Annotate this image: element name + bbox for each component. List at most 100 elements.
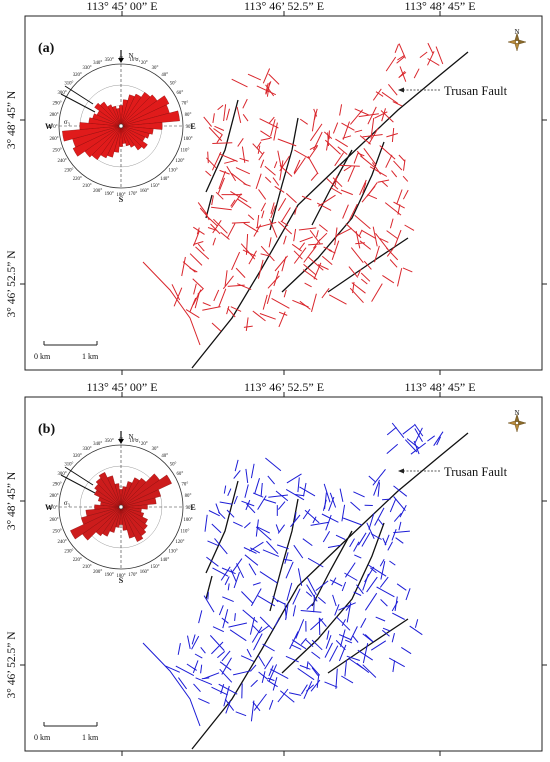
lineament: [324, 139, 341, 155]
lineament: [217, 104, 224, 111]
lineament: [354, 214, 371, 230]
lineament: [270, 119, 276, 137]
lineament: [326, 178, 339, 190]
lineament: [362, 664, 377, 678]
lineament: [205, 170, 212, 177]
lineament: [265, 83, 269, 94]
fault-line: [327, 618, 409, 674]
rose-angle-label: 340°: [93, 61, 102, 66]
lineament: [277, 501, 286, 510]
lineament: [303, 245, 317, 263]
lineament: [212, 626, 225, 633]
lineament: [237, 138, 244, 147]
rose-angle-label: 120°: [175, 540, 184, 545]
lineament: [398, 521, 402, 531]
lineament: [413, 440, 420, 455]
lineament: [339, 104, 343, 116]
latitude-label: 3° 46’ 52.5” N: [6, 250, 18, 318]
lineament: [268, 116, 275, 124]
lineament: [192, 289, 202, 306]
lineament: [142, 261, 201, 346]
rose-angle-label: 120°: [175, 159, 184, 164]
fault-line: [327, 237, 409, 293]
longitude-label: 113° 45’ 00” E: [86, 381, 157, 394]
latitude-label: 3° 48’ 45” N: [6, 90, 18, 149]
lineament: [353, 153, 359, 164]
lineament: [233, 572, 240, 589]
lineament: [231, 558, 243, 573]
lineament: [359, 240, 372, 250]
lineament: [325, 635, 332, 649]
lineament: [245, 317, 249, 331]
lineament: [323, 246, 332, 252]
lineament: [245, 499, 251, 511]
lineament: [313, 262, 322, 280]
latitude-label: 3° 48’ 45” N: [6, 471, 18, 530]
lineament: [435, 46, 444, 65]
lineament: [335, 227, 352, 237]
lineament: [299, 300, 311, 310]
lineament: [309, 144, 319, 151]
lineament: [388, 657, 405, 668]
lineament: [389, 560, 396, 566]
lineament: [265, 81, 272, 95]
rose-angle-label: 150°: [150, 565, 159, 570]
lineament: [368, 127, 379, 145]
lineament: [262, 643, 275, 652]
lineament: [207, 592, 209, 600]
lineament: [189, 253, 203, 266]
lineament: [384, 202, 402, 216]
lineament: [231, 78, 248, 88]
lineament: [372, 468, 386, 486]
lineament: [262, 294, 268, 310]
lineament: [259, 571, 278, 584]
lineament: [256, 214, 260, 229]
lineament: [347, 165, 356, 182]
lineament: [268, 664, 278, 682]
lineament: [217, 511, 226, 520]
lineament: [381, 108, 386, 122]
lineament: [277, 197, 287, 212]
lineament: [303, 263, 316, 275]
lineament: [334, 604, 340, 616]
lineament: [222, 275, 234, 290]
lineament: [235, 711, 247, 717]
lineament: [324, 642, 333, 658]
lineament: [382, 498, 391, 501]
rose-angle-label: 140°: [160, 177, 169, 182]
lineament: [335, 640, 346, 651]
rose-angle-label: 80°: [185, 494, 192, 499]
lineament: [360, 155, 376, 168]
lineament: [308, 256, 324, 271]
lineament: [338, 644, 347, 662]
rose-angle-label: 260°: [49, 137, 58, 142]
lineament: [278, 311, 286, 328]
lineament: [334, 178, 337, 186]
lineament: [247, 73, 262, 81]
rose-angle-label: 240°: [58, 540, 67, 545]
lineament: [294, 494, 305, 497]
lineament: [346, 655, 360, 661]
lineament: [328, 496, 335, 512]
lineament: [316, 230, 319, 238]
lineament: [405, 588, 411, 601]
lineament: [264, 656, 273, 670]
lineament: [330, 187, 343, 195]
lineament: [265, 84, 275, 97]
lineament: [389, 259, 398, 268]
rose-south-label: S: [119, 195, 124, 204]
lineament: [294, 512, 297, 521]
lineament: [324, 681, 338, 688]
lineament: [360, 617, 367, 628]
rose-petal: [120, 125, 150, 139]
lineament: [414, 423, 424, 437]
lineament: [328, 294, 347, 305]
lineament: [224, 270, 228, 286]
lineament: [285, 561, 294, 579]
lineament: [300, 610, 322, 613]
lineament: [341, 675, 354, 684]
lineament: [241, 500, 255, 507]
lineament: [402, 189, 409, 200]
lineament: [382, 274, 395, 284]
lineament: [361, 229, 377, 240]
